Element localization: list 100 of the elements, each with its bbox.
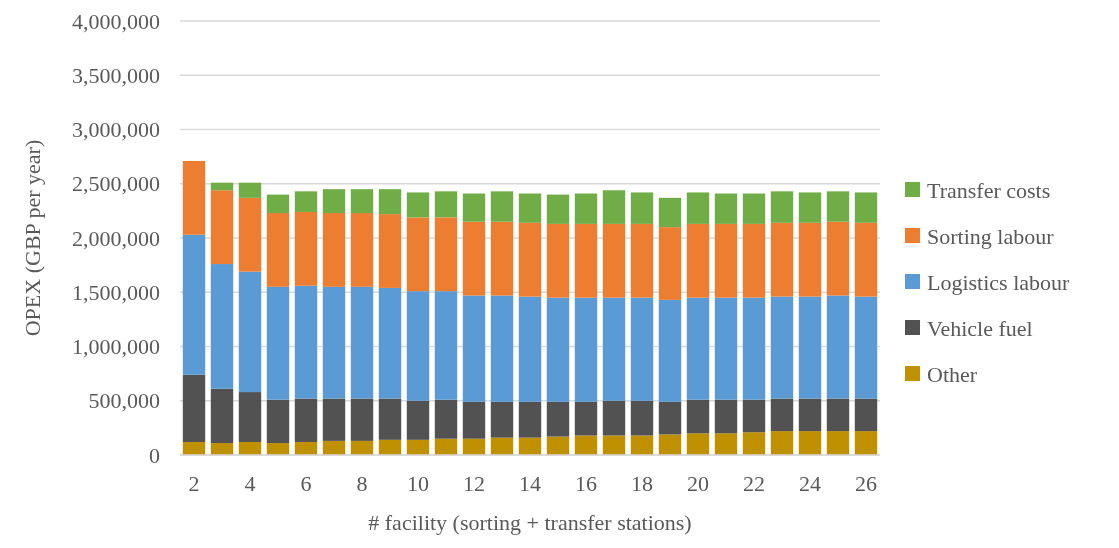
bar xyxy=(322,440,346,455)
legend-label: Sorting labour xyxy=(927,223,1055,249)
bar xyxy=(602,223,626,298)
y-tick-label: 3,000,000 xyxy=(72,117,160,143)
bar xyxy=(798,192,822,223)
bar xyxy=(826,221,850,296)
y-tick-label: 4,000,000 xyxy=(72,8,160,34)
bar xyxy=(462,401,486,439)
bar xyxy=(658,434,682,455)
bar xyxy=(350,189,374,214)
bar xyxy=(322,213,346,287)
bar xyxy=(574,401,598,436)
bar xyxy=(406,217,430,292)
bar xyxy=(182,441,206,455)
bar xyxy=(238,392,262,442)
bar xyxy=(742,223,766,298)
bar xyxy=(294,398,318,442)
bar xyxy=(350,213,374,287)
bar xyxy=(630,297,654,401)
legend-label: Logistics labour xyxy=(927,269,1071,295)
bar xyxy=(714,433,738,455)
bar xyxy=(238,182,262,198)
bar xyxy=(406,291,430,401)
x-tick-label: 14 xyxy=(519,471,541,496)
bar xyxy=(826,295,850,399)
bar xyxy=(546,223,570,298)
bar xyxy=(378,214,402,288)
bar xyxy=(630,435,654,455)
bar xyxy=(434,291,458,400)
bar xyxy=(462,221,486,296)
legend-label: Other xyxy=(927,361,978,387)
bar xyxy=(574,193,598,224)
bar xyxy=(546,297,570,402)
bar xyxy=(630,223,654,298)
bar xyxy=(266,194,290,214)
bar xyxy=(574,297,598,402)
bar xyxy=(490,295,514,402)
bar xyxy=(294,441,318,455)
bar xyxy=(518,296,542,402)
x-tick-label: 16 xyxy=(575,471,597,496)
x-tick-label: 6 xyxy=(300,471,312,496)
bar xyxy=(714,297,738,400)
bar xyxy=(294,285,318,399)
bar xyxy=(602,297,626,401)
bar xyxy=(266,213,290,287)
x-tick-label: 20 xyxy=(687,471,709,496)
bar xyxy=(742,193,766,224)
bar xyxy=(210,443,234,455)
legend-label: Transfer costs xyxy=(927,177,1051,203)
bar xyxy=(294,211,318,286)
x-tick-label: 26 xyxy=(855,471,877,496)
bar xyxy=(602,435,626,455)
x-tick-label: 18 xyxy=(631,471,653,496)
bar xyxy=(406,439,430,455)
bar xyxy=(770,222,794,297)
x-tick-label: 12 xyxy=(463,471,485,496)
bar xyxy=(630,400,654,436)
bar xyxy=(266,399,290,444)
y-tick-label: 2,000,000 xyxy=(72,225,160,251)
legend-label: Vehicle fuel xyxy=(927,315,1033,341)
bar xyxy=(854,222,878,297)
bar xyxy=(742,399,766,433)
bar xyxy=(714,193,738,224)
y-tick-label: 2,500,000 xyxy=(72,171,160,197)
bar xyxy=(854,398,878,432)
x-tick-label: 2 xyxy=(188,471,200,496)
bar xyxy=(770,431,794,455)
bar xyxy=(602,400,626,436)
bar xyxy=(798,296,822,399)
bar xyxy=(434,399,458,439)
bar xyxy=(434,217,458,292)
bar xyxy=(434,438,458,455)
bar xyxy=(518,222,542,297)
bar xyxy=(182,234,206,375)
bar xyxy=(490,221,514,296)
bar xyxy=(518,437,542,455)
bar xyxy=(350,440,374,455)
y-axis-title: OPEX (GBP per year) xyxy=(20,139,45,337)
bar xyxy=(854,296,878,399)
bar xyxy=(686,223,710,298)
bar xyxy=(770,296,794,399)
y-tick-label: 1,500,000 xyxy=(72,279,160,305)
y-tick-label: 3,500,000 xyxy=(72,62,160,88)
bar xyxy=(378,398,402,440)
bar xyxy=(462,438,486,455)
bar xyxy=(826,431,850,455)
bar xyxy=(826,398,850,432)
bar xyxy=(546,194,570,224)
bar xyxy=(490,191,514,222)
bar xyxy=(854,431,878,455)
bar xyxy=(854,192,878,223)
x-tick-label: 8 xyxy=(356,471,368,496)
bar xyxy=(210,182,234,191)
bar xyxy=(322,189,346,214)
bar xyxy=(630,192,654,224)
bar xyxy=(210,264,234,389)
bar xyxy=(266,286,290,400)
bar xyxy=(378,189,402,215)
x-tick-label: 22 xyxy=(743,471,765,496)
bar xyxy=(266,443,290,455)
